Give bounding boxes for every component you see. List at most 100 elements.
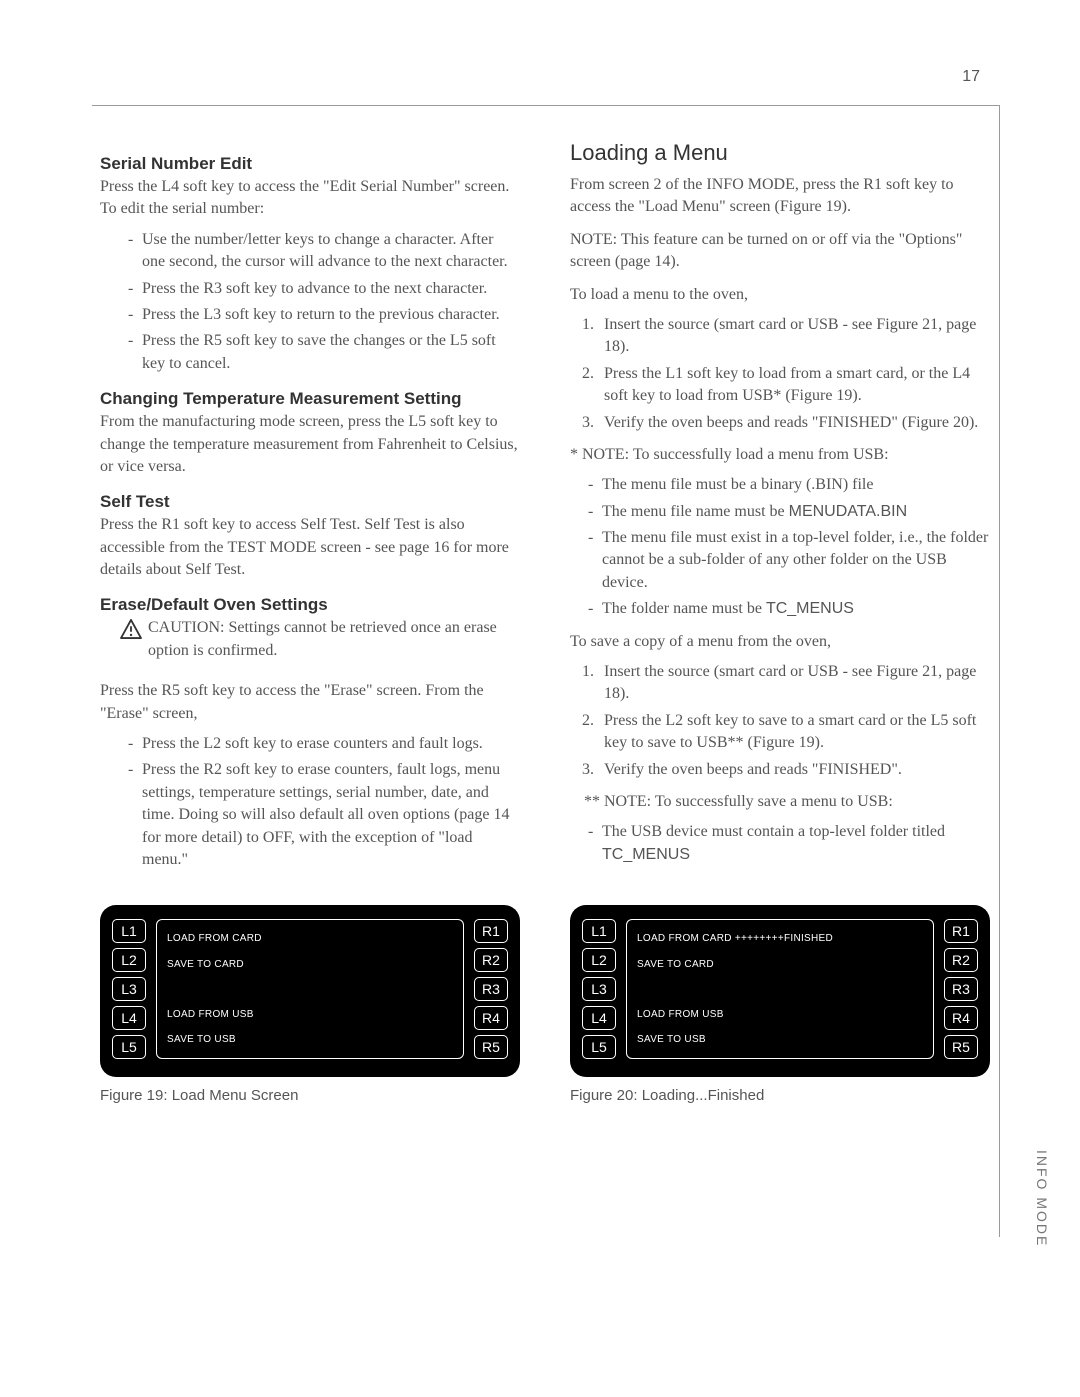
screen-line: LOAD FROM CARD ++++++++FINISHED	[637, 926, 923, 951]
figure-caption: Figure 20: Loading...Finished	[570, 1087, 990, 1104]
usb-save-list: The USB device must contain a top-level …	[570, 821, 990, 866]
list-item: Press the L3 soft key to return to the p…	[128, 304, 520, 326]
temp-body: From the manufacturing mode screen, pres…	[100, 411, 520, 478]
list-item: The menu file must be a binary (.BIN) fi…	[588, 474, 990, 496]
figure-20: L1 L2 L3 L4 L5 LOAD FROM CARD ++++++++FI…	[570, 887, 990, 1104]
loading-intro: From screen 2 of the INFO MODE, press th…	[570, 174, 990, 219]
usb-load-list: The menu file must be a binary (.BIN) fi…	[570, 474, 990, 620]
softkey-r1[interactable]: R1	[474, 919, 508, 943]
screen-line: SAVE TO USB	[167, 1027, 453, 1052]
list-item: The USB device must contain a top-level …	[588, 821, 990, 866]
content-columns: Serial Number Edit Press the L4 soft key…	[100, 140, 990, 881]
softkey-r3[interactable]: R3	[474, 977, 508, 1001]
screen-line: LOAD FROM CARD	[167, 926, 453, 951]
heading-serial: Serial Number Edit	[100, 154, 520, 174]
list-item: Press the R5 soft key to save the change…	[128, 330, 520, 375]
save-intro: To save a copy of a menu from the oven,	[570, 631, 990, 653]
note-options: NOTE: This feature can be turned on or o…	[570, 229, 990, 274]
softkey-r2[interactable]: R2	[944, 948, 978, 972]
softkey-l2[interactable]: L2	[582, 948, 616, 972]
softkey-r5[interactable]: R5	[944, 1035, 978, 1059]
softkey-l5[interactable]: L5	[112, 1035, 146, 1059]
heading-loading: Loading a Menu	[570, 140, 990, 166]
list-item: Press the L2 soft key to save to a smart…	[598, 710, 990, 755]
softkey-l3[interactable]: L3	[582, 977, 616, 1001]
softkey-l1[interactable]: L1	[112, 919, 146, 943]
device-panel: L1 L2 L3 L4 L5 LOAD FROM CARD ++++++++FI…	[570, 905, 990, 1077]
left-softkeys: L1 L2 L3 L4 L5	[582, 919, 616, 1059]
softkey-l1[interactable]: L1	[582, 919, 616, 943]
screen-line: SAVE TO CARD	[637, 952, 923, 977]
list-item: Press the L2 soft key to erase counters …	[128, 733, 520, 755]
heading-erase: Erase/Default Oven Settings	[100, 595, 520, 615]
left-column: Serial Number Edit Press the L4 soft key…	[100, 140, 520, 881]
caution-row: CAUTION: Settings cannot be retrieved on…	[100, 617, 520, 670]
list-item: Press the R2 soft key to erase counters,…	[128, 759, 520, 871]
text: The folder name must be	[602, 600, 766, 617]
screen-line: SAVE TO USB	[637, 1027, 923, 1052]
note-usb-load: * NOTE: To successfully load a menu from…	[570, 444, 990, 466]
list-item: The folder name must be TC_MENUS	[588, 598, 990, 620]
smallcaps-text: TEST MODE	[228, 539, 317, 556]
list-item: Press the L1 soft key to load from a sma…	[598, 363, 990, 408]
softkey-l4[interactable]: L4	[112, 1006, 146, 1030]
section-tab: INFO MODE	[1034, 1150, 1050, 1247]
softkey-r3[interactable]: R3	[944, 977, 978, 1001]
screen-line	[637, 977, 923, 1002]
smallcaps-text: INFO MODE	[706, 176, 794, 193]
load-steps: Insert the source (smart card or USB - s…	[570, 314, 990, 434]
save-steps: Insert the source (smart card or USB - s…	[570, 661, 990, 781]
device-screen: LOAD FROM CARD SAVE TO CARD LOAD FROM US…	[156, 919, 464, 1059]
text: The menu file name must be	[602, 503, 789, 520]
figure-caption: Figure 19: Load Menu Screen	[100, 1087, 520, 1104]
list-item: Verify the oven beeps and reads "FINISHE…	[598, 412, 990, 434]
screen-line: LOAD FROM USB	[637, 1002, 923, 1027]
left-softkeys: L1 L2 L3 L4 L5	[112, 919, 146, 1059]
right-softkeys: R1 R2 R3 R4 R5	[944, 919, 978, 1059]
selftest-body: Press the R1 soft key to access Self Tes…	[100, 514, 520, 581]
softkey-l3[interactable]: L3	[112, 977, 146, 1001]
screen-line	[167, 977, 453, 1002]
list-item: The menu file must exist in a top-level …	[588, 527, 990, 594]
figures-row: L1 L2 L3 L4 L5 LOAD FROM CARD SAVE TO CA…	[100, 887, 990, 1104]
softkey-r4[interactable]: R4	[474, 1006, 508, 1030]
caution-text: CAUTION: Settings cannot be retrieved on…	[148, 617, 520, 662]
device-screen: LOAD FROM CARD ++++++++FINISHED SAVE TO …	[626, 919, 934, 1059]
device-row: L1 L2 L3 L4 L5 LOAD FROM CARD SAVE TO CA…	[112, 919, 508, 1059]
softkey-l4[interactable]: L4	[582, 1006, 616, 1030]
caution-icon	[120, 619, 142, 639]
load-intro: To load a menu to the oven,	[570, 284, 990, 306]
softkey-r5[interactable]: R5	[474, 1035, 508, 1059]
foldername: TC_MENUS	[766, 600, 854, 617]
list-item: Press the R3 soft key to advance to the …	[128, 278, 520, 300]
heading-selftest: Self Test	[100, 492, 520, 512]
softkey-l2[interactable]: L2	[112, 948, 146, 972]
list-item: The menu file name must be MENUDATA.BIN	[588, 501, 990, 523]
screen-line: SAVE TO CARD	[167, 952, 453, 977]
softkey-r1[interactable]: R1	[944, 919, 978, 943]
softkey-l5[interactable]: L5	[582, 1035, 616, 1059]
page-number: 17	[962, 68, 980, 86]
device-row: L1 L2 L3 L4 L5 LOAD FROM CARD ++++++++FI…	[582, 919, 978, 1059]
serial-intro: Press the L4 soft key to access the "Edi…	[100, 176, 520, 221]
erase-body: Press the R5 soft key to access the "Era…	[100, 680, 520, 725]
softkey-r2[interactable]: R2	[474, 948, 508, 972]
erase-list: Press the L2 soft key to erase counters …	[100, 733, 520, 871]
note-usb-save: ** NOTE: To successfully save a menu to …	[570, 791, 990, 813]
device-panel: L1 L2 L3 L4 L5 LOAD FROM CARD SAVE TO CA…	[100, 905, 520, 1077]
list-item: Insert the source (smart card or USB - s…	[598, 661, 990, 706]
top-rule	[92, 105, 1000, 106]
text: The USB device must contain a top-level …	[602, 823, 945, 840]
heading-temp: Changing Temperature Measurement Setting	[100, 389, 520, 409]
list-item: Use the number/letter keys to change a c…	[128, 229, 520, 274]
right-rule	[999, 105, 1000, 1237]
list-item: Insert the source (smart card or USB - s…	[598, 314, 990, 359]
softkey-r4[interactable]: R4	[944, 1006, 978, 1030]
filename: MENUDATA.BIN	[789, 503, 908, 520]
figure-19: L1 L2 L3 L4 L5 LOAD FROM CARD SAVE TO CA…	[100, 887, 520, 1104]
screen-line: LOAD FROM USB	[167, 1002, 453, 1027]
list-item: Verify the oven beeps and reads "FINISHE…	[598, 759, 990, 781]
foldername: TC_MENUS	[602, 846, 690, 863]
right-softkeys: R1 R2 R3 R4 R5	[474, 919, 508, 1059]
right-column: Loading a Menu From screen 2 of the INFO…	[570, 140, 990, 881]
